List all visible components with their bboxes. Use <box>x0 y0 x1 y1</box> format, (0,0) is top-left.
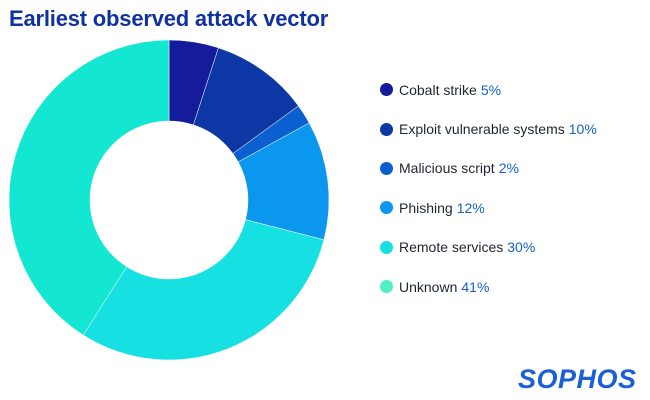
legend-item: Remote services 30% <box>380 228 597 267</box>
legend-label: Remote services <box>399 239 504 256</box>
legend-label: Unknown <box>399 278 458 295</box>
legend-value: 41% <box>461 278 490 295</box>
legend-label: Malicious script <box>399 160 495 177</box>
chart-legend: Cobalt strike 5% Exploit vulnerable system… <box>380 70 597 306</box>
legend-value: 10% <box>568 121 597 138</box>
legend-dot <box>380 161 393 175</box>
legend-item: Exploit vulnerable systems 10% <box>380 109 597 148</box>
legend-dot <box>380 240 393 254</box>
legend-value: 30% <box>507 239 536 256</box>
donut-slice-remote-services <box>82 219 325 361</box>
legend-dot <box>380 122 393 136</box>
legend-item: Phishing 12% <box>380 188 597 227</box>
legend-dot <box>380 201 393 215</box>
legend-item: Malicious script 2% <box>380 149 597 188</box>
legend-item: Cobalt strike 5% <box>380 70 597 109</box>
legend-label: Cobalt strike <box>399 81 477 98</box>
donut-slice-unknown <box>8 39 170 336</box>
sophos-logo: SOPHOS <box>518 364 637 394</box>
legend-value: 12% <box>456 199 485 216</box>
chart-title: Earliest observed attack vector <box>9 6 329 31</box>
legend-label: Phishing <box>399 199 453 216</box>
legend-value: 5% <box>480 81 502 98</box>
legend-value: 2% <box>498 160 519 177</box>
legend-item: Unknown 41% <box>380 267 597 306</box>
legend-label: Exploit vulnerable systems <box>399 121 565 138</box>
donut-chart <box>8 39 330 361</box>
legend-dot <box>380 83 393 97</box>
legend-dot <box>380 280 393 294</box>
